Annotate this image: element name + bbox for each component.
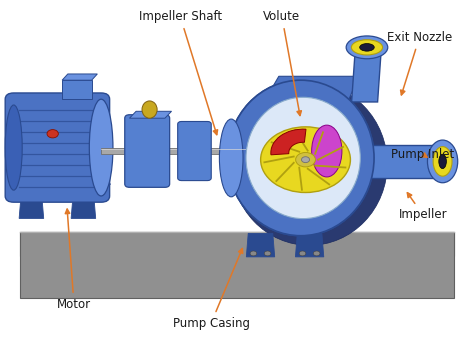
Text: Impeller Shaft: Impeller Shaft [139,10,222,135]
Ellipse shape [296,152,315,167]
Ellipse shape [346,36,388,59]
Ellipse shape [351,40,383,55]
Wedge shape [271,129,306,155]
Polygon shape [352,47,382,102]
Ellipse shape [360,44,374,51]
Text: Impeller: Impeller [399,193,447,221]
Ellipse shape [89,99,113,196]
Ellipse shape [246,97,360,219]
Ellipse shape [142,101,157,118]
Ellipse shape [261,127,350,193]
Polygon shape [62,80,91,99]
Polygon shape [249,76,367,127]
Ellipse shape [428,140,458,183]
Ellipse shape [313,251,320,256]
Polygon shape [62,74,97,80]
FancyBboxPatch shape [5,93,109,202]
Ellipse shape [231,83,387,245]
FancyBboxPatch shape [125,115,170,187]
Polygon shape [129,111,172,118]
Polygon shape [19,232,455,298]
Polygon shape [101,148,346,154]
Ellipse shape [301,157,310,163]
Ellipse shape [250,251,257,256]
Ellipse shape [433,147,452,176]
Polygon shape [14,184,110,196]
Polygon shape [19,232,455,256]
Polygon shape [246,234,275,257]
Ellipse shape [5,105,22,190]
Text: Volute: Volute [264,10,301,116]
Ellipse shape [439,154,447,169]
Ellipse shape [219,119,243,197]
Text: Pump Casing: Pump Casing [173,248,249,330]
FancyBboxPatch shape [178,121,211,180]
Polygon shape [365,145,443,178]
Polygon shape [295,234,324,257]
Text: Pump Inlet: Pump Inlet [391,148,455,161]
Text: Exit Nozzle: Exit Nozzle [387,31,452,95]
Ellipse shape [47,130,58,138]
Text: Motor: Motor [57,209,91,311]
Polygon shape [71,196,96,218]
Ellipse shape [228,80,374,236]
Ellipse shape [299,251,306,256]
Ellipse shape [312,125,342,177]
Polygon shape [19,196,44,218]
Ellipse shape [264,251,271,256]
Ellipse shape [228,80,374,236]
